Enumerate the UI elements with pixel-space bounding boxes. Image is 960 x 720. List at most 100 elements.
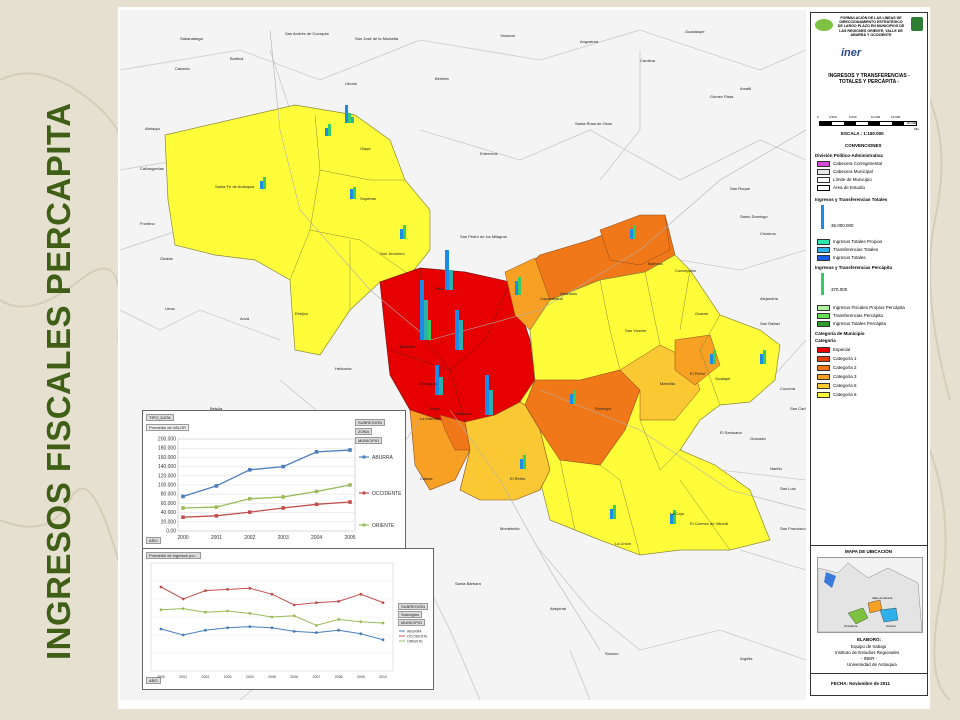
scale-tick: 10.000 [871,115,881,119]
scale-text: ESCALA : 1:150.000 [841,131,884,136]
elaboro-line: - INER - [861,656,878,661]
data-point [214,514,219,518]
loc-label: Occidente [844,624,858,628]
place-label: Montebello [500,526,520,531]
place-label: Nariño [770,466,783,471]
y-tick-label: 0.00 [166,529,176,535]
place-label: Amalfi [740,86,751,91]
data-point [248,612,252,615]
data-point [159,608,163,612]
place-label: Concepción [675,268,696,273]
data-point [292,603,296,607]
bottom-pill-1[interactable]: SUBREGIÓN [398,603,429,610]
location-title: MAPA DE UBICACIÓN [845,549,892,554]
data-point [226,626,229,630]
elaboro-title: ELABORÓ: [857,637,881,642]
zona-pill[interactable]: ZONA [355,428,373,435]
logos-row [815,17,923,41]
x-tick-label: 2008 [335,675,343,679]
x-tick-label: 2000 [157,675,165,679]
place-label: Sabanalarga [180,36,203,41]
data-point [181,597,185,601]
division-title: División Político-Administrativa [815,153,883,158]
place-label: Entrerríos [480,151,498,156]
categoria-sub: Categoría [815,338,836,343]
bottom-pill-3[interactable]: MUNICIPIO [398,619,426,626]
data-point [348,500,352,504]
data-point [226,609,229,613]
x-tick-label: 2005 [268,675,276,679]
data-point [214,484,219,488]
place-label: El Carmen de Viboral [690,521,728,526]
place-label: Granada [750,436,766,441]
map-canvas: Sabanalarga San Andrés de Cuerquia San Jos… [119,29,810,701]
filter-pill[interactable]: TIPO_DATA [146,414,174,421]
place-label: Marinilla [660,381,676,386]
place-label: La Ceja [670,511,685,516]
place-label: Santa Bárbara [455,581,482,586]
legend-label: OCCIDENTE [407,634,428,638]
municipio-pill[interactable]: MUNICIPIO [355,437,383,444]
municipality-bars [260,105,766,524]
place-label: Anzá [240,316,250,321]
data-point [314,450,319,454]
scale-unit: Mts [914,127,919,131]
logo-right [911,17,923,31]
subregion-pill[interactable]: SUBREGIÓN [355,419,386,426]
y-tick-label: 160.000 [158,455,176,461]
data-point [281,464,285,469]
place-label: Yarumal [500,33,515,38]
pivot-chart-bottom: Promedio de ingresos por... SUBREGIÓN Su… [142,548,434,690]
place-label: Sopetrán [360,196,376,201]
legend-map-title: INGRESOS Y TRANSFERENCIAS - TOTALES Y PE… [828,73,910,85]
bottom-pill-2[interactable]: Subregión [398,611,423,618]
bottom-year-pill[interactable]: AÑO [146,677,161,684]
legend-item: Categoría 6 [833,392,857,397]
data-point [248,468,252,472]
scale-ticks: 0 2.500 5.000 10.000 15.000 20.000 Mts [815,115,923,131]
legend-panel: FORMULACIÓN DE LAS LÍNEAS DE DIRECCIONAM… [810,12,928,696]
x-tick-label: 2005 [344,535,355,541]
data-point [359,592,363,596]
data-point [315,624,318,627]
year-pill[interactable]: AÑO [146,537,161,544]
swatch-corregimental [817,161,830,167]
data-point [181,494,185,499]
region-occidente [164,104,431,356]
place-label: Copacabana [540,296,563,301]
scale-tick: 2.500 [829,115,837,119]
x-tick-label: 2001 [211,535,222,541]
percapita-value: 370.000 [831,287,848,292]
legend-item: Transferencias Totales [833,247,879,252]
data-point [281,495,285,499]
swatch-cat3 [817,374,830,380]
y-tick-label: 120.000 [158,473,176,479]
place-label: Santo Domingo [740,214,768,219]
x-tick-label: 2003 [278,535,289,541]
place-label: Alejandría [760,296,779,301]
scale-tick: 5.000 [849,115,857,119]
place-label: San Vicente [625,328,647,333]
swatch-pc-propios [817,305,830,311]
data-point [159,585,163,589]
swatch-ing-propios [817,239,830,245]
legend-item: Transferencias Percápita [833,313,883,318]
place-label: Urrao [165,306,176,311]
x-tick-label: 2006 [290,675,298,679]
place-label: Buriticá [230,56,244,61]
data-point [204,610,207,614]
data-point [381,621,385,625]
data-point [315,631,318,634]
data-point [281,506,285,510]
convenciones-title: CONVENCIONES [845,143,882,148]
place-label: San Luis [780,486,796,491]
fecha: FECHA: Noviembre de 2011 [831,681,891,686]
place-label: Frontino [140,221,155,226]
x-tick-label: 2009 [357,675,365,679]
data-point [292,630,296,633]
legend-item: Límite de Municipio [833,177,872,182]
place-label: Cocorná [780,386,796,391]
scale-tick: 15.000 [891,115,901,119]
place-label: Bello [435,286,445,291]
ingresos-value: 36.000.000 [831,223,854,228]
